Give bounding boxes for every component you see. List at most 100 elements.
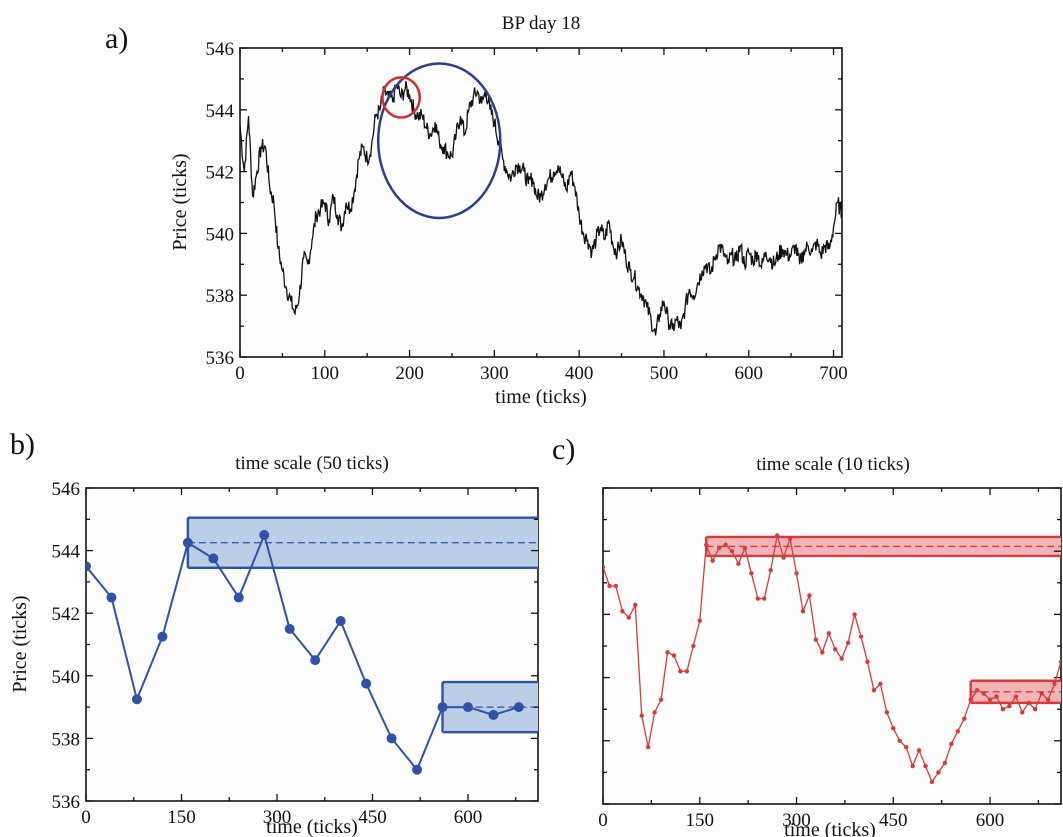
panel-c-data-point bbox=[845, 640, 851, 646]
panel-c-data-point bbox=[987, 697, 993, 702]
panel-b-data-point bbox=[208, 553, 219, 564]
panel-c-data-point bbox=[916, 748, 922, 753]
panel-c-data-point bbox=[852, 612, 857, 617]
panel-c-data-point bbox=[755, 596, 761, 601]
panel-a-x-tick-label: 100 bbox=[311, 363, 340, 384]
panel-c-data-point bbox=[620, 609, 625, 614]
panel-b-data-point bbox=[335, 616, 346, 627]
panel-c-data-point bbox=[684, 669, 690, 674]
panel-b-data-point bbox=[462, 702, 473, 713]
panel-c-data-point bbox=[923, 763, 928, 769]
panel-c-data-point bbox=[994, 694, 999, 699]
panel-c-x-tick-label: 300 bbox=[782, 810, 811, 831]
panel-c-data-point bbox=[716, 545, 722, 551]
panel-c-data-point bbox=[658, 697, 664, 702]
panel-c-data-point bbox=[813, 637, 819, 642]
panel-a-label: a) bbox=[105, 22, 128, 55]
panel-c-data-point bbox=[774, 533, 780, 538]
panel-c-data-point bbox=[1013, 694, 1019, 699]
panel-b-data-point bbox=[233, 592, 244, 603]
panel-c-x-tick-label: 450 bbox=[879, 810, 908, 831]
panel-c-data-point bbox=[891, 725, 896, 731]
panel-c-data-point bbox=[871, 688, 877, 693]
panel-c-data-point bbox=[665, 650, 670, 655]
panel-c-data-point bbox=[884, 710, 890, 715]
panel-b-y-tick-label: 538 bbox=[52, 729, 81, 750]
panel-c-data-point bbox=[749, 571, 754, 576]
panel-c-data-point bbox=[704, 542, 709, 548]
panel-c-data-point bbox=[910, 763, 915, 769]
panel-c-data-point bbox=[942, 760, 948, 766]
panel-c-data-point bbox=[723, 542, 728, 548]
panel-a-annotations bbox=[376, 62, 502, 220]
panel-b-data-point bbox=[437, 702, 448, 713]
panel-c-data-point bbox=[697, 618, 702, 623]
panel-c-data-point bbox=[626, 615, 632, 620]
panel-c-data-point bbox=[787, 536, 793, 541]
panel-c-data-point bbox=[800, 609, 806, 614]
panel-a-x-tick-label: 0 bbox=[235, 363, 245, 384]
panel-b-data-point bbox=[259, 529, 270, 540]
panel-c-data-point bbox=[981, 691, 986, 696]
panel-a-title: BP day 18 bbox=[502, 13, 580, 34]
panel-c-data-point bbox=[603, 564, 606, 570]
panel-c-data-point bbox=[858, 634, 864, 639]
panel-b-data-point bbox=[386, 733, 397, 744]
panel-c-data-point bbox=[1026, 700, 1031, 706]
panel-c-data-point bbox=[968, 697, 973, 702]
panel-c-data-point bbox=[878, 681, 883, 687]
panel-c-data-point bbox=[1000, 707, 1006, 712]
panel-b-title: time scale (50 ticks) bbox=[235, 453, 389, 474]
panel-b-data-point bbox=[131, 694, 142, 705]
panel-c-data-point bbox=[639, 713, 644, 718]
panel-c: c) time scale (10 ticks) 0 150 300 450 600 t… bbox=[552, 433, 1062, 837]
panel-b-data-point bbox=[182, 537, 193, 548]
panel-c-x-tick-label: 600 bbox=[976, 810, 1005, 831]
panel-c-data-point bbox=[826, 631, 831, 636]
panel-b-y-axis-label: Price (ticks) bbox=[9, 595, 31, 692]
panel-c-data-point bbox=[955, 729, 960, 734]
panel-b-x-tick-label: 600 bbox=[454, 807, 483, 828]
panel-b-x-tick-label: 150 bbox=[167, 807, 196, 828]
panel-b-data-point bbox=[86, 561, 91, 572]
panel-a-x-tick-label: 500 bbox=[650, 363, 679, 384]
panel-a-y-tick-label: 544 bbox=[206, 101, 235, 122]
panel-b-data-point bbox=[157, 631, 168, 642]
panel-a: a) BP day 18 0 100 200 300 400 500 600 700 536 53… bbox=[105, 13, 848, 408]
panel-b-y-tick-label: 546 bbox=[52, 479, 81, 500]
panel-b-bands bbox=[186, 516, 538, 734]
panel-b-x-axis-label: time (ticks) bbox=[266, 816, 358, 837]
panel-c-data-point bbox=[691, 643, 696, 649]
panel-c-x-tick-label: 150 bbox=[686, 810, 715, 831]
panel-c-data-point bbox=[671, 653, 677, 658]
panel-c-data-point bbox=[929, 779, 935, 785]
panel-c-data-point bbox=[678, 669, 683, 674]
panel-c-data-point bbox=[607, 583, 612, 589]
panel-a-x-tick-label: 700 bbox=[819, 363, 848, 384]
panel-c-data-point bbox=[768, 567, 773, 573]
panel-c-data-point bbox=[962, 716, 967, 721]
panel-c-data-point bbox=[781, 555, 786, 560]
panel-c-data-point bbox=[974, 688, 980, 693]
panel-a-y-tick-label: 536 bbox=[206, 348, 235, 369]
panel-c-series-group bbox=[603, 533, 1061, 785]
panel-c-data-point bbox=[1052, 681, 1057, 687]
panel-b-data-point bbox=[488, 709, 499, 720]
panel-c-data-point bbox=[762, 596, 767, 601]
panel-b-ticks: 0 150 300 450 600 536 538 540 542 544 546 bbox=[52, 479, 538, 828]
panel-b-label: b) bbox=[10, 428, 35, 461]
panel-b-x-tick-label: 450 bbox=[358, 807, 387, 828]
panel-b-data-point bbox=[310, 655, 321, 666]
panel-c-plot-area bbox=[602, 487, 1062, 805]
large-blue-circle bbox=[376, 62, 502, 220]
small-red-circle bbox=[381, 76, 422, 119]
panel-c-data-point bbox=[833, 646, 838, 652]
panel-b-x-tick-label: 0 bbox=[81, 807, 91, 828]
panel-a-plot-area bbox=[239, 47, 843, 358]
panel-c-data-point bbox=[652, 710, 657, 715]
panel-a-y-axis-label: Price (ticks) bbox=[169, 153, 191, 250]
panel-b-data-point bbox=[513, 702, 524, 713]
panel-c-data-point bbox=[645, 744, 651, 750]
panel-b-y-tick-label: 544 bbox=[52, 542, 81, 563]
panel-c-data-point bbox=[1007, 703, 1012, 709]
